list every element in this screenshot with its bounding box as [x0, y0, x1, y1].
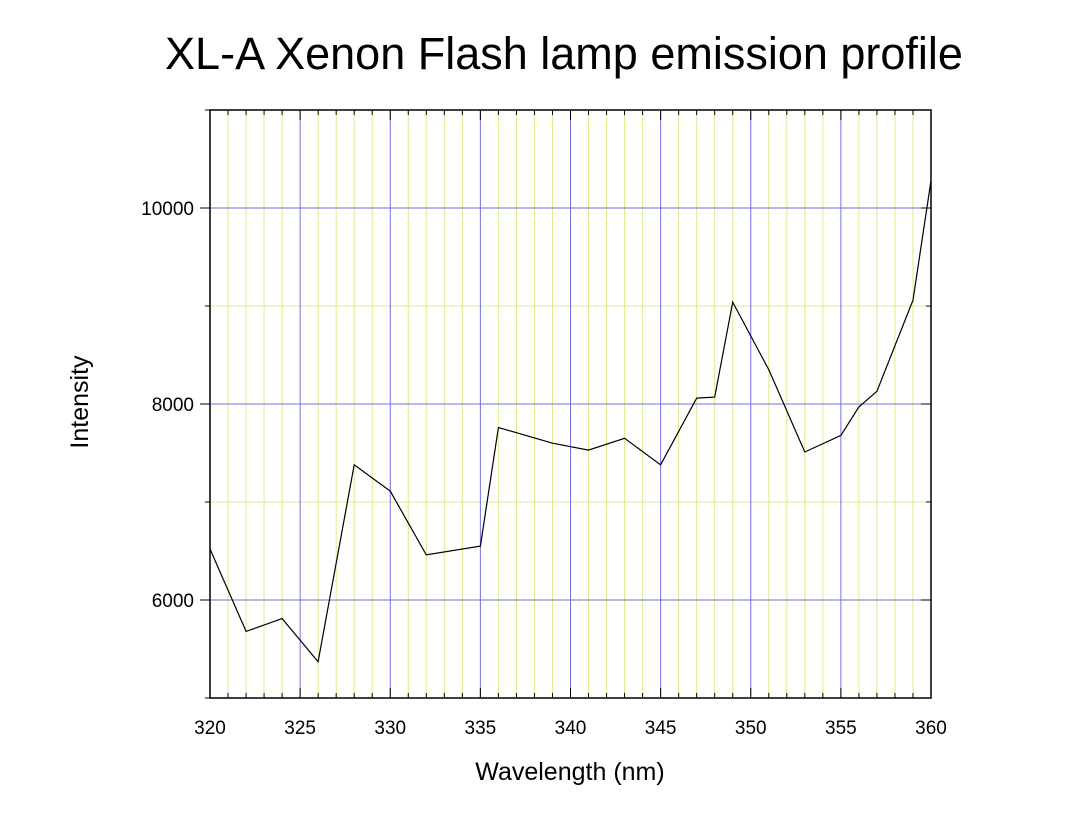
series-line [209, 180, 932, 664]
x-tick-label: 355 [825, 718, 857, 739]
axis-ticks [200, 109, 932, 699]
x-tick-label: 325 [284, 718, 316, 739]
x-tick-label: 335 [465, 718, 497, 739]
x-tick-label: 360 [915, 718, 947, 739]
series-layer [209, 180, 932, 664]
y-tick-label: 8000 [152, 395, 194, 416]
x-tick-labels: 320 325 330 335 340 345 350 355 360 [194, 718, 947, 739]
x-tick-label: 350 [735, 718, 767, 739]
major-grid [210, 110, 931, 698]
y-tick-label: 10000 [141, 199, 194, 220]
y-tick-label: 6000 [152, 591, 194, 612]
x-axis-label: Wavelength (nm) [475, 758, 664, 786]
x-tick-label: 320 [194, 718, 226, 739]
chart-title: XL-A Xenon Flash lamp emission profile [165, 28, 963, 79]
x-tick-label: 345 [645, 718, 677, 739]
y-tick-labels: 6000 8000 10000 [141, 199, 194, 612]
x-tick-label: 330 [374, 718, 406, 739]
y-axis-label: Intensity [66, 355, 94, 449]
x-tick-label: 340 [555, 718, 587, 739]
